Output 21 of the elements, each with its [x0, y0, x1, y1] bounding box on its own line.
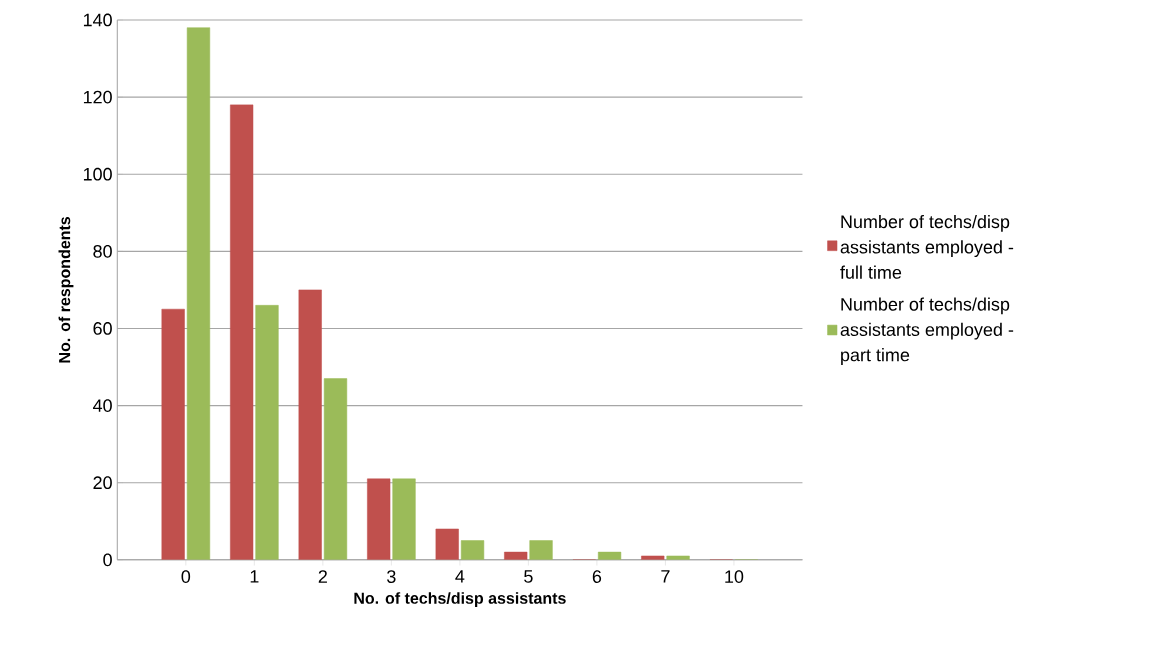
y-tick-label: 140 — [83, 13, 112, 27]
y-tick-label: 40 — [92, 399, 112, 412]
legend-label: Number of techs/disp assistants employed - full time — [840, 214, 1014, 279]
y-tick-label: 100 — [83, 167, 112, 181]
legend-label: Number of techs/disp assistants employed - part time — [840, 297, 1014, 365]
y-tick-label: 0 — [103, 553, 112, 567]
y-tick-label: 120 — [83, 90, 112, 104]
x-tick-label: 3 — [387, 570, 396, 583]
y-axis-title: No. of respondents — [58, 216, 74, 363]
x-tick-label: 0 — [181, 570, 191, 583]
x-axis-title: No. of techs/disp assistants — [354, 592, 566, 607]
x-tick-label: 6 — [592, 570, 602, 583]
x-tick-label: 2 — [318, 570, 327, 583]
y-tick-label: 60 — [93, 322, 112, 335]
y-tick-label: 20 — [93, 476, 112, 490]
x-tick-label: 5 — [524, 570, 533, 583]
x-tick-label: 1 — [250, 570, 259, 583]
x-tick-label: 4 — [455, 570, 465, 583]
y-tick-label: 80 — [93, 244, 112, 258]
x-tick-label: 10 — [725, 570, 744, 583]
x-tick-label: 7 — [661, 570, 670, 583]
